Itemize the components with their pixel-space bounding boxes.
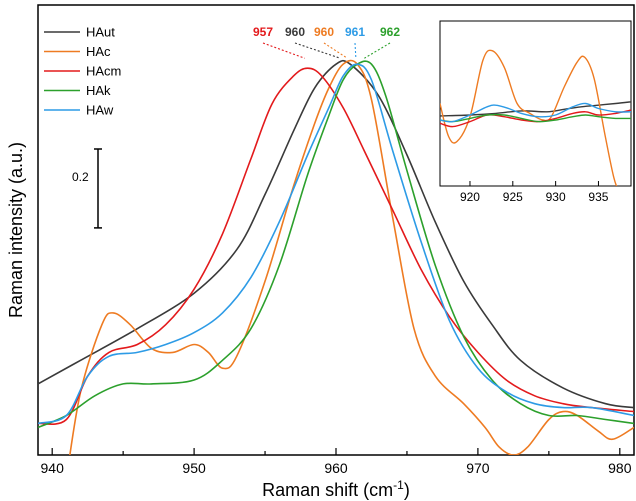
x-tick-label: 960 bbox=[324, 460, 348, 476]
inset-x-tick-label: 935 bbox=[588, 190, 608, 204]
peak-label-hac: 960 bbox=[314, 25, 334, 39]
peak-leader-line bbox=[354, 42, 357, 59]
y-axis-title: Raman intensity (a.u.) bbox=[6, 142, 26, 318]
inset-series-line-haut bbox=[440, 101, 631, 117]
scale-bar: 0.2 bbox=[72, 148, 102, 229]
peak-label-haw: 961 bbox=[345, 25, 365, 39]
x-axis-title-suffix: ) bbox=[404, 480, 410, 500]
x-tick-label: 950 bbox=[182, 460, 206, 476]
inset-x-tick-label: 930 bbox=[546, 190, 566, 204]
peak-label-hak: 962 bbox=[380, 25, 400, 39]
inset-x-tick-label: 925 bbox=[503, 190, 523, 204]
series-line-haw bbox=[38, 63, 634, 425]
inset-x-axis-ticks: 920 925 930 935 bbox=[460, 181, 609, 204]
peak-label-haut: 960 bbox=[285, 25, 305, 39]
inset-chart: 920 925 930 935 bbox=[439, 20, 632, 204]
inset-frame bbox=[439, 20, 632, 187]
legend: HAut HAc HAcm HAk HAw bbox=[44, 25, 121, 118]
inset-series-line-haw bbox=[440, 102, 631, 123]
peak-label-hacm: 957 bbox=[253, 25, 273, 39]
inset-series-group bbox=[440, 49, 631, 186]
series-line-hacm bbox=[38, 67, 634, 425]
scale-bar-label: 0.2 bbox=[72, 170, 89, 184]
peak-leader-line bbox=[294, 42, 341, 59]
legend-label-hak: HAk bbox=[86, 83, 111, 98]
x-tick-label: 970 bbox=[466, 460, 490, 476]
legend-label-haut: HAut bbox=[86, 25, 115, 40]
peak-labels-group: 957 960 960 961 962 bbox=[253, 25, 400, 59]
x-axis-title-sup: -1 bbox=[393, 478, 404, 492]
main-series-group bbox=[38, 59, 634, 455]
x-axis-ticks: 940 950 960 970 980 bbox=[41, 448, 632, 476]
peak-leader-line bbox=[262, 42, 305, 59]
series-line-hak bbox=[38, 60, 634, 429]
x-tick-label: 980 bbox=[608, 460, 632, 476]
peak-leader-line bbox=[323, 42, 348, 59]
inset-x-tick-label: 920 bbox=[460, 190, 480, 204]
x-axis-title: Raman shift (cm-1) bbox=[262, 478, 410, 500]
peak-leader-line bbox=[364, 42, 391, 59]
inset-series-line-hak bbox=[440, 113, 631, 123]
series-line-haut bbox=[38, 59, 634, 409]
x-tick-label: 940 bbox=[41, 460, 65, 476]
legend-label-haw: HAw bbox=[86, 103, 114, 118]
x-axis-title-main: Raman shift (cm bbox=[262, 480, 393, 500]
legend-label-hac: HAc bbox=[86, 44, 111, 59]
inset-series-line-hac bbox=[440, 49, 618, 186]
legend-label-hacm: HAcm bbox=[86, 64, 121, 79]
